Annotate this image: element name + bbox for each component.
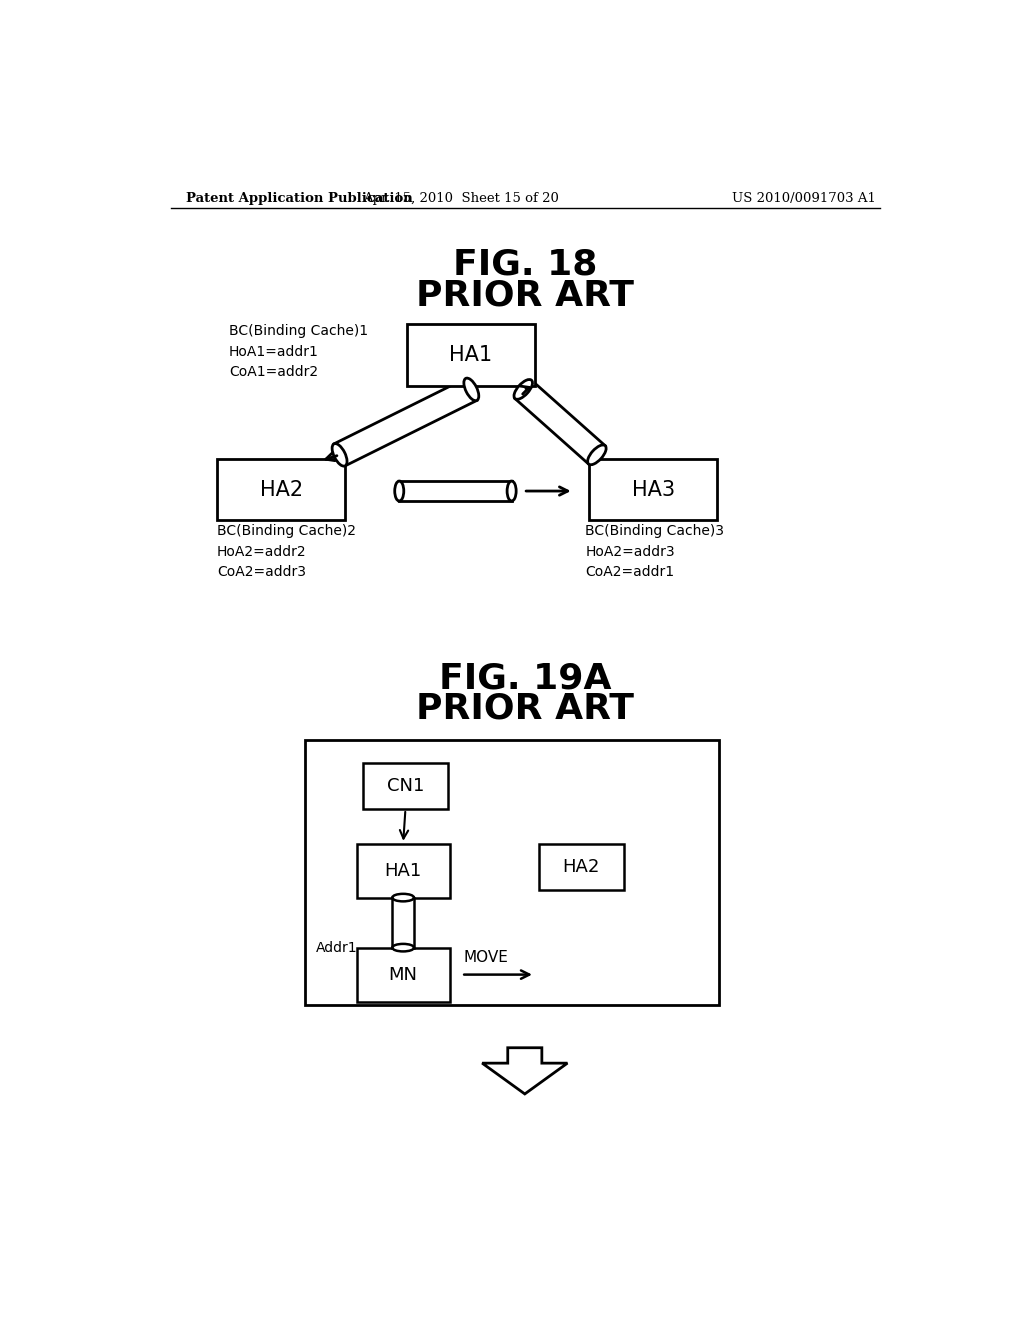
Bar [539, 843, 624, 890]
Text: Patent Application Publication: Patent Application Publication [186, 191, 413, 205]
Bar [305, 739, 719, 1006]
Ellipse shape [392, 894, 414, 902]
Text: MOVE: MOVE [464, 950, 509, 965]
Bar [399, 480, 512, 502]
Bar [217, 459, 345, 520]
Polygon shape [482, 1048, 567, 1094]
Bar [392, 898, 414, 948]
Text: BC(Binding Cache)1
HoA1=addr1
CoA1=addr2: BC(Binding Cache)1 HoA1=addr1 CoA1=addr2 [228, 323, 368, 379]
Text: HA2: HA2 [562, 858, 600, 875]
Text: MN: MN [389, 966, 418, 983]
Ellipse shape [507, 480, 516, 502]
Text: CN1: CN1 [387, 777, 424, 795]
Bar [407, 323, 535, 385]
Ellipse shape [464, 378, 479, 401]
Bar [356, 843, 450, 898]
Text: FIG. 19A: FIG. 19A [438, 661, 611, 696]
Text: PRIOR ART: PRIOR ART [416, 692, 634, 726]
Text: BC(Binding Cache)3
HoA2=addr3
CoA2=addr1: BC(Binding Cache)3 HoA2=addr3 CoA2=addr1 [586, 524, 724, 579]
Text: BC(Binding Cache)2
HoA2=addr2
CoA2=addr3: BC(Binding Cache)2 HoA2=addr2 CoA2=addr3 [217, 524, 356, 579]
Text: HA1: HA1 [450, 345, 493, 364]
Text: FIG. 18: FIG. 18 [453, 248, 597, 281]
Text: HA3: HA3 [632, 479, 675, 499]
Bar [362, 763, 449, 809]
Text: US 2010/0091703 A1: US 2010/0091703 A1 [732, 191, 877, 205]
Ellipse shape [332, 444, 347, 466]
Ellipse shape [392, 944, 414, 952]
Ellipse shape [394, 480, 403, 502]
Text: PRIOR ART: PRIOR ART [416, 279, 634, 313]
Text: HA1: HA1 [384, 862, 422, 879]
Ellipse shape [588, 445, 606, 465]
Text: Apr. 15, 2010  Sheet 15 of 20: Apr. 15, 2010 Sheet 15 of 20 [364, 191, 559, 205]
Text: HA2: HA2 [259, 479, 303, 499]
Bar [589, 459, 717, 520]
Ellipse shape [514, 380, 532, 399]
Polygon shape [515, 380, 605, 465]
Polygon shape [334, 379, 477, 466]
Bar [356, 948, 450, 1002]
Text: Addr1: Addr1 [316, 941, 358, 956]
